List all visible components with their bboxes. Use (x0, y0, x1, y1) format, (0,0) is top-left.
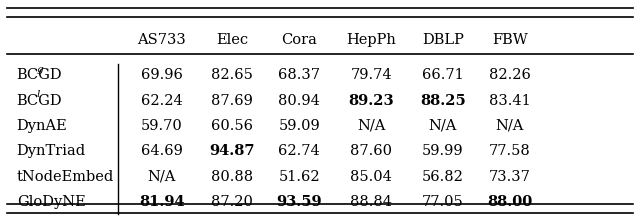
Text: 59.70: 59.70 (141, 119, 183, 133)
Text: DynTriad: DynTriad (17, 144, 86, 158)
Text: tNodeEmbed: tNodeEmbed (17, 170, 114, 184)
Text: 88.25: 88.25 (420, 94, 466, 107)
Text: 80.88: 80.88 (211, 170, 253, 184)
Text: 62.24: 62.24 (141, 94, 183, 107)
Text: 81.94: 81.94 (139, 195, 185, 209)
Text: 73.37: 73.37 (489, 170, 531, 184)
Text: 59.99: 59.99 (422, 144, 464, 158)
Text: 66.71: 66.71 (422, 68, 464, 82)
Text: 82.26: 82.26 (489, 68, 531, 82)
Text: 68.37: 68.37 (278, 68, 320, 82)
Text: 88.00: 88.00 (488, 195, 532, 209)
Text: 87.60: 87.60 (350, 144, 392, 158)
Text: 69.96: 69.96 (141, 68, 183, 82)
Text: DBLP: DBLP (422, 33, 464, 46)
Text: FBW: FBW (492, 33, 528, 46)
Text: 51.62: 51.62 (278, 170, 320, 184)
Text: 87.69: 87.69 (211, 94, 253, 107)
Text: BCGD: BCGD (17, 94, 62, 107)
Text: N/A: N/A (496, 119, 524, 133)
Text: 85.04: 85.04 (350, 170, 392, 184)
Text: g: g (37, 64, 44, 74)
Text: 88.84: 88.84 (350, 195, 392, 209)
Text: 77.58: 77.58 (489, 144, 531, 158)
Text: 62.74: 62.74 (278, 144, 320, 158)
Text: 77.05: 77.05 (422, 195, 464, 209)
Text: N/A: N/A (429, 119, 457, 133)
Text: DynAE: DynAE (17, 119, 67, 133)
Text: l: l (37, 90, 40, 99)
Text: GloDyNE: GloDyNE (17, 195, 85, 209)
Text: AS733: AS733 (138, 33, 186, 46)
Text: 64.69: 64.69 (141, 144, 183, 158)
Text: 80.94: 80.94 (278, 94, 320, 107)
Text: Elec: Elec (216, 33, 248, 46)
Text: 60.56: 60.56 (211, 119, 253, 133)
Text: 94.87: 94.87 (209, 144, 255, 158)
Text: 89.23: 89.23 (348, 94, 394, 107)
Text: 79.74: 79.74 (350, 68, 392, 82)
Text: 59.09: 59.09 (278, 119, 320, 133)
Text: BCGD: BCGD (17, 68, 62, 82)
Text: 93.59: 93.59 (276, 195, 322, 209)
Text: N/A: N/A (148, 170, 176, 184)
Text: N/A: N/A (357, 119, 385, 133)
Text: HepPh: HepPh (346, 33, 396, 46)
Text: 87.20: 87.20 (211, 195, 253, 209)
Text: Cora: Cora (282, 33, 317, 46)
Text: 83.41: 83.41 (489, 94, 531, 107)
Text: 56.82: 56.82 (422, 170, 464, 184)
Text: 82.65: 82.65 (211, 68, 253, 82)
